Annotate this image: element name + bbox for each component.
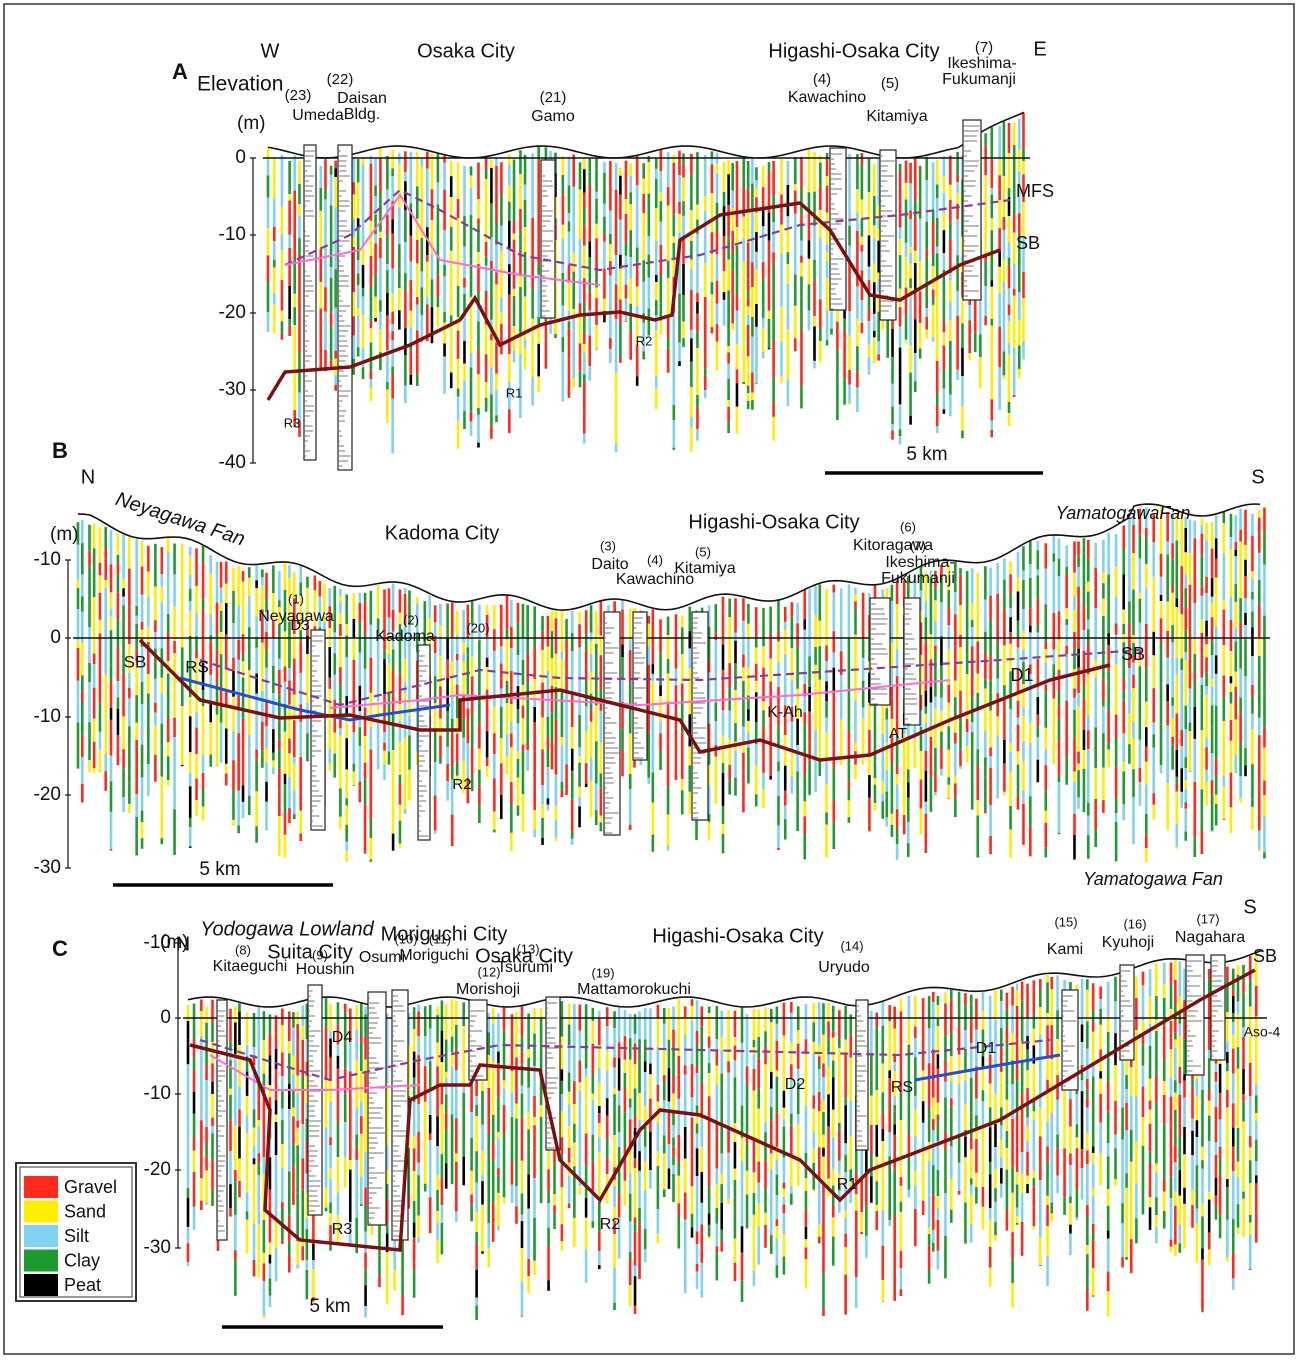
borehole-column: [311, 630, 325, 830]
borehole-column: [604, 612, 620, 835]
borehole-column: [541, 160, 555, 318]
borehole-column: [880, 150, 896, 320]
borehole-column: [304, 145, 316, 460]
borehole-column: [904, 598, 920, 725]
borehole-column: [963, 120, 981, 300]
